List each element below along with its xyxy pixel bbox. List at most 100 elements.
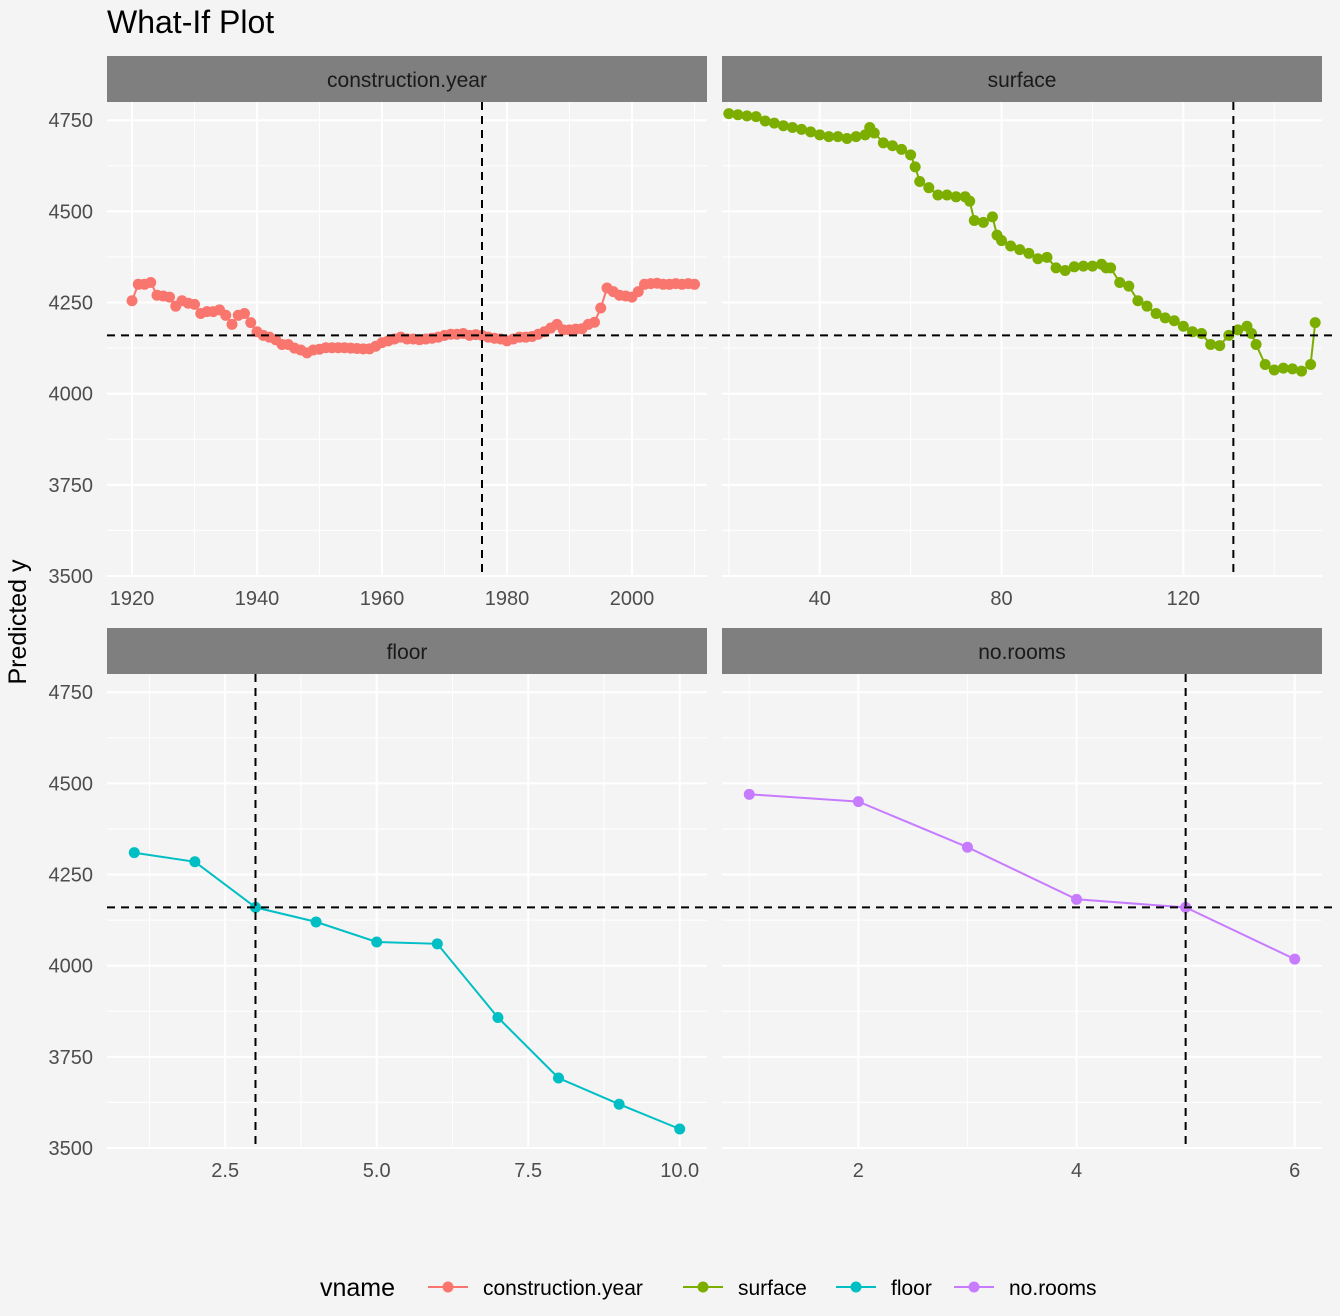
data-point [1246, 328, 1258, 340]
data-point [164, 291, 175, 303]
y-tick-label: 3500 [49, 1138, 94, 1160]
y-tick-label: 4000 [49, 956, 94, 978]
x-tick-label: 1940 [235, 588, 280, 610]
y-tick-label: 4250 [49, 865, 94, 887]
data-point [126, 295, 138, 307]
data-point [743, 788, 755, 800]
data-point [128, 847, 140, 859]
x-tick-label: 7.5 [514, 1160, 542, 1182]
data-point [750, 111, 762, 123]
data-point [189, 856, 201, 868]
data-point [932, 189, 944, 201]
y-tick-label: 4500 [49, 773, 94, 795]
x-tick-label: 6 [1289, 1160, 1300, 1182]
data-point [977, 216, 989, 228]
data-point [852, 796, 864, 808]
data-point [1232, 324, 1244, 336]
data-point [1277, 362, 1289, 374]
facet-construction-year: construction.year 3500 3750 4000 4250 4500 475… [49, 56, 722, 610]
data-point [1289, 953, 1301, 965]
data-point [1023, 247, 1035, 259]
data-point [1086, 260, 1098, 272]
data-point [1168, 315, 1180, 327]
legend-item-floor: floor [836, 1277, 932, 1300]
gridlines [722, 102, 1322, 577]
x-tick-label: 1960 [360, 588, 405, 610]
data-point [832, 131, 844, 143]
y-tick-label: 4750 [49, 110, 94, 132]
legend-key-point [850, 1281, 862, 1293]
data-point [786, 122, 798, 134]
data-point [595, 302, 607, 314]
y-tick-label: 3500 [49, 566, 94, 588]
data-point [1105, 262, 1117, 274]
y-tick-label: 4250 [49, 293, 94, 315]
data-point [850, 131, 862, 143]
data-point [220, 309, 232, 321]
x-tick-label: 5.0 [363, 1160, 391, 1182]
data-point [823, 131, 835, 143]
data-point [189, 298, 200, 310]
series-points-no-rooms [743, 788, 1301, 965]
legend-item-no-rooms: no.rooms [954, 1277, 1097, 1300]
data-point [1309, 317, 1321, 329]
data-point [589, 316, 600, 328]
y-tick-labels: 3500 3750 4000 4250 4500 4750 [49, 682, 94, 1160]
legend-item-surface: surface [683, 1277, 807, 1300]
data-point [1050, 262, 1062, 274]
legend-label: no.rooms [1009, 1277, 1097, 1300]
data-point [249, 901, 261, 913]
data-point [896, 143, 908, 155]
data-point [553, 1072, 565, 1084]
gridlines [107, 674, 707, 1149]
series-line-floor [134, 851, 681, 1130]
legend-title: vname [320, 1274, 395, 1302]
data-point [1159, 312, 1171, 324]
facet-strip-label: surface [988, 69, 1057, 92]
legend-label: floor [891, 1277, 932, 1300]
data-point [841, 132, 853, 144]
x-tick-label: 40 [809, 588, 831, 610]
chart-title: What-If Plot [107, 4, 274, 40]
legend-key-point [697, 1281, 709, 1293]
data-point [1259, 359, 1271, 371]
data-point [723, 108, 735, 120]
data-point [868, 127, 880, 139]
data-point [1205, 338, 1217, 350]
data-point [805, 126, 817, 138]
data-point [674, 1123, 686, 1135]
facet-strip-label: construction.year [327, 69, 487, 92]
gridlines [722, 674, 1322, 1149]
x-tick-label: 2000 [610, 588, 655, 610]
data-point [941, 189, 953, 201]
x-tick-label: 2 [853, 1160, 864, 1182]
data-point [1041, 251, 1053, 263]
facet-strip-label: floor [387, 641, 428, 664]
data-point [814, 129, 826, 141]
data-point [1268, 364, 1280, 376]
data-point [732, 109, 744, 121]
data-point [1177, 320, 1189, 332]
data-point [961, 841, 973, 853]
data-point [1214, 340, 1226, 352]
data-point [1032, 253, 1044, 265]
data-point [1305, 359, 1317, 371]
data-point [986, 211, 998, 223]
legend-label: construction.year [483, 1277, 643, 1300]
data-point [1196, 328, 1208, 340]
data-point [1114, 276, 1126, 288]
x-tick-labels: 40 80 120 [809, 588, 1200, 610]
facet-strip [722, 628, 1322, 674]
x-tick-labels: 1920 1940 1960 1980 2000 [110, 588, 655, 610]
data-point [1123, 280, 1135, 292]
y-tick-label: 4750 [49, 682, 94, 704]
x-tick-label: 2.5 [211, 1160, 239, 1182]
data-point [909, 161, 921, 173]
data-point [145, 276, 157, 288]
legend-items: construction.year surface floor no.rooms [428, 1277, 1097, 1300]
series-points-surface [723, 108, 1321, 377]
data-point [492, 1011, 504, 1023]
series-points-construction-year [126, 276, 700, 359]
series-points-floor [128, 847, 686, 1135]
x-tick-label: 1980 [485, 588, 530, 610]
